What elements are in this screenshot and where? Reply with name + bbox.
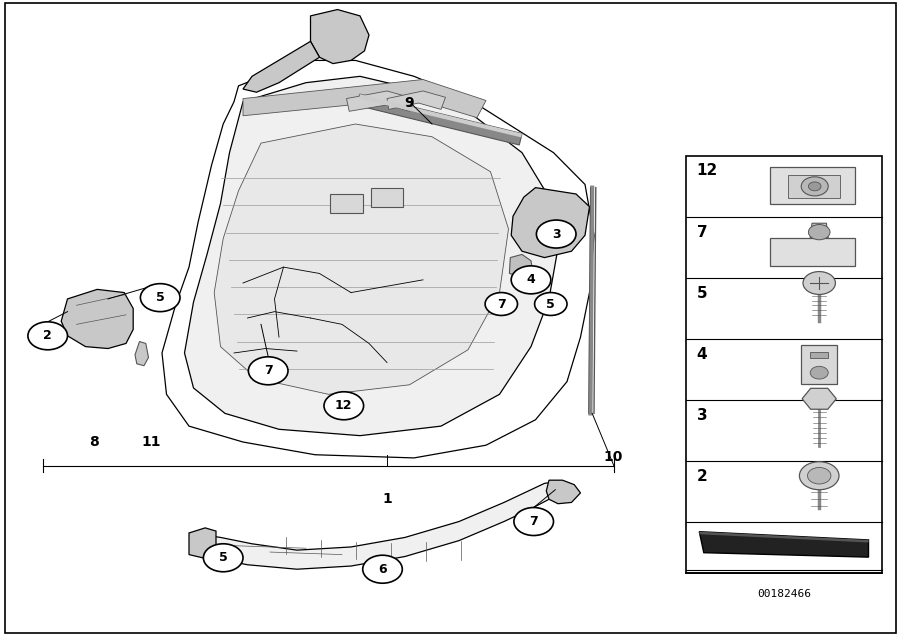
Text: 7: 7 — [529, 515, 538, 528]
Text: 7: 7 — [264, 364, 273, 377]
Circle shape — [801, 177, 828, 196]
Circle shape — [808, 225, 830, 240]
Polygon shape — [810, 223, 828, 238]
Text: 5: 5 — [697, 286, 707, 301]
Polygon shape — [194, 482, 562, 569]
Text: 00182466: 00182466 — [757, 589, 811, 599]
Text: 1: 1 — [382, 492, 392, 506]
FancyBboxPatch shape — [788, 175, 840, 198]
Polygon shape — [310, 10, 369, 64]
Bar — [371, 188, 403, 207]
Circle shape — [514, 508, 554, 536]
Circle shape — [511, 266, 551, 294]
Text: 7: 7 — [497, 298, 506, 310]
Text: 5: 5 — [546, 298, 555, 310]
Polygon shape — [802, 389, 836, 409]
Polygon shape — [243, 80, 486, 118]
Polygon shape — [162, 60, 594, 458]
Circle shape — [203, 544, 243, 572]
Polygon shape — [214, 124, 508, 394]
Circle shape — [803, 272, 835, 294]
Text: 5: 5 — [219, 551, 228, 564]
Polygon shape — [346, 91, 414, 111]
Polygon shape — [509, 254, 533, 277]
Text: 2: 2 — [697, 469, 707, 484]
Polygon shape — [699, 532, 868, 557]
Polygon shape — [699, 532, 868, 543]
Text: 12: 12 — [697, 163, 718, 179]
Polygon shape — [356, 94, 522, 145]
Text: 9: 9 — [405, 96, 414, 110]
Polygon shape — [184, 76, 558, 436]
Circle shape — [363, 555, 402, 583]
Circle shape — [536, 220, 576, 248]
Circle shape — [799, 462, 839, 490]
Bar — [330, 194, 363, 213]
Text: 4: 4 — [526, 273, 536, 286]
Polygon shape — [359, 94, 522, 137]
Bar — [686, 156, 882, 573]
Circle shape — [485, 293, 518, 315]
Polygon shape — [511, 188, 590, 258]
Polygon shape — [61, 289, 133, 349]
Text: 10: 10 — [603, 450, 623, 464]
Circle shape — [324, 392, 364, 420]
Polygon shape — [135, 342, 148, 366]
Polygon shape — [387, 91, 446, 109]
Circle shape — [535, 293, 567, 315]
Polygon shape — [243, 41, 320, 92]
Text: 7: 7 — [697, 225, 707, 240]
Text: 3: 3 — [697, 408, 707, 423]
Bar — [810, 352, 828, 358]
Text: 3: 3 — [552, 228, 561, 240]
Circle shape — [810, 366, 828, 379]
Text: 8: 8 — [90, 435, 99, 449]
FancyBboxPatch shape — [801, 345, 837, 384]
Polygon shape — [189, 528, 216, 558]
Circle shape — [140, 284, 180, 312]
Text: 5: 5 — [156, 291, 165, 304]
Circle shape — [248, 357, 288, 385]
FancyBboxPatch shape — [770, 238, 855, 266]
Text: 4: 4 — [697, 347, 707, 362]
Text: 2: 2 — [43, 329, 52, 342]
Text: 6: 6 — [378, 563, 387, 576]
Text: 11: 11 — [141, 435, 161, 449]
Circle shape — [28, 322, 68, 350]
Circle shape — [807, 467, 831, 484]
FancyBboxPatch shape — [770, 167, 855, 204]
Text: 12: 12 — [335, 399, 353, 412]
Polygon shape — [546, 480, 580, 504]
Circle shape — [808, 182, 821, 191]
